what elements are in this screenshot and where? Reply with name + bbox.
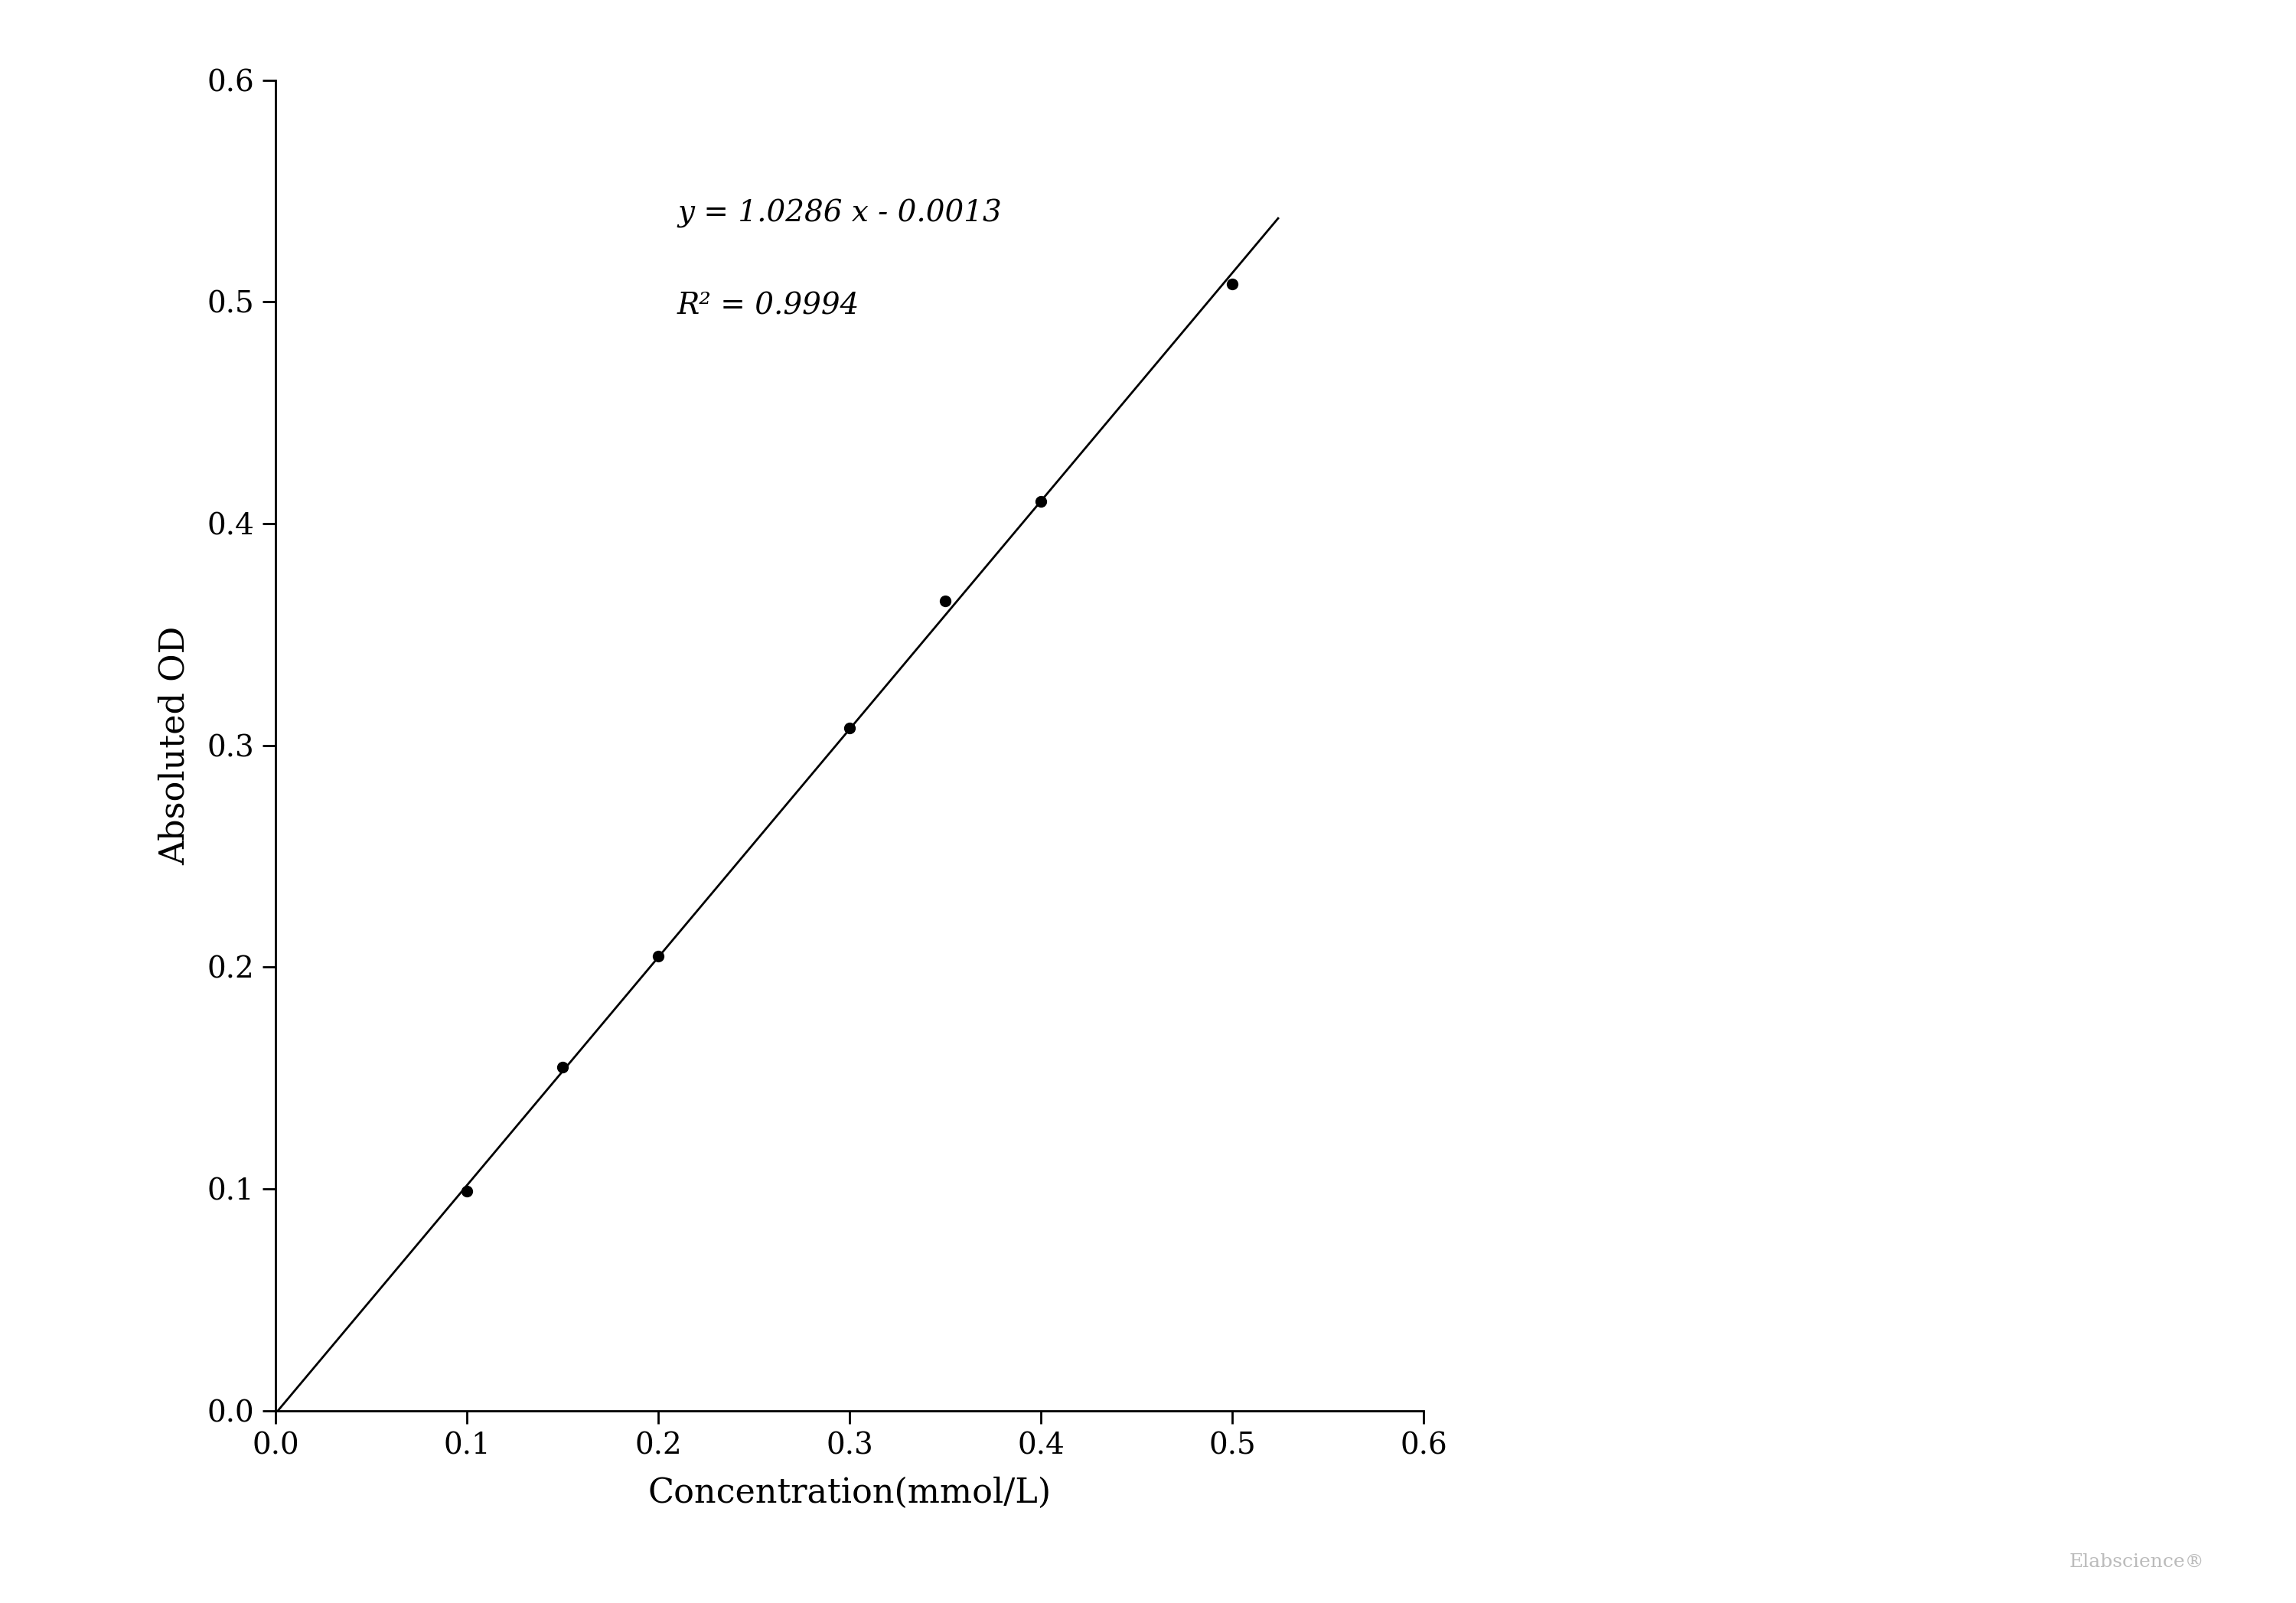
Point <box>831 715 868 741</box>
Text: y = 1.0286 x - 0.0013: y = 1.0286 x - 0.0013 <box>677 199 1001 228</box>
Y-axis label: Absoluted OD: Absoluted OD <box>158 625 191 866</box>
Point <box>1215 271 1251 297</box>
Point <box>928 588 964 614</box>
Point <box>544 1055 581 1080</box>
X-axis label: Concentration(mmol/L): Concentration(mmol/L) <box>647 1476 1052 1510</box>
Point <box>448 1178 484 1204</box>
Text: R² = 0.9994: R² = 0.9994 <box>677 292 859 321</box>
Point <box>1022 489 1058 515</box>
Text: Elabscience®: Elabscience® <box>2069 1553 2204 1571</box>
Point <box>641 943 677 968</box>
